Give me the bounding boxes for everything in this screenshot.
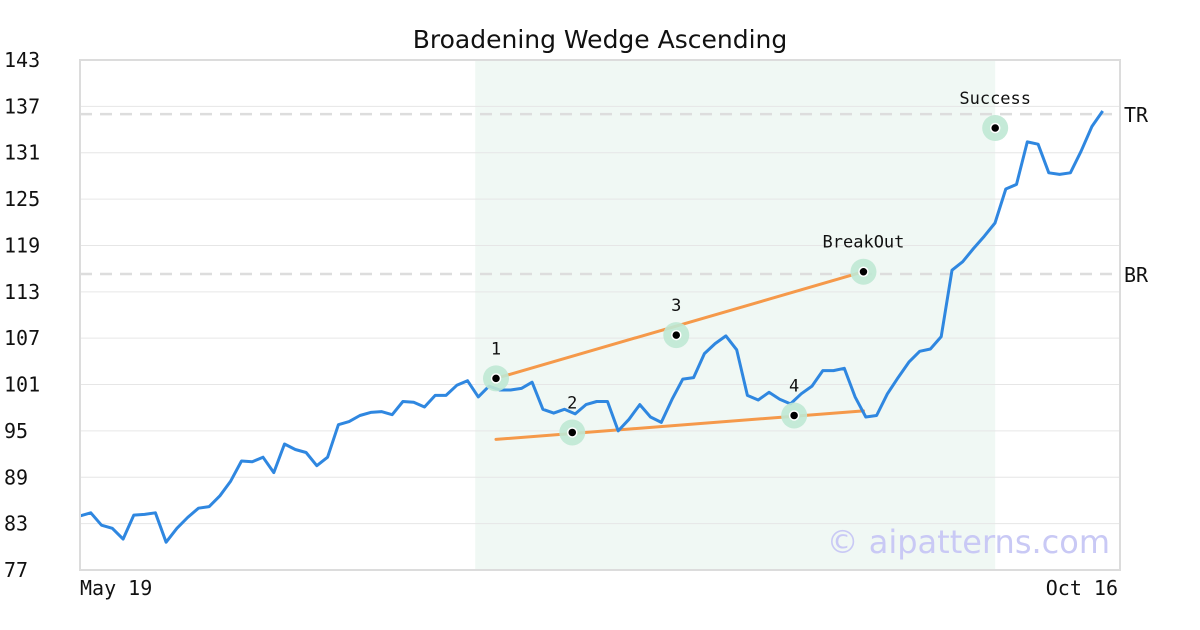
chart-title: Broadening Wedge Ascending	[413, 25, 788, 54]
point-marker	[490, 373, 502, 384]
watermark: © aipatterns.com	[827, 523, 1110, 561]
y-tick-label: 143	[4, 48, 40, 72]
pattern-region-band	[475, 60, 996, 570]
price-series	[79, 110, 1104, 544]
point-label: Success	[959, 89, 1031, 109]
point-marker	[989, 122, 1001, 134]
x-axis-ticks: May 19 Oct 16	[80, 576, 1118, 600]
pattern-region	[475, 60, 996, 570]
y-tick-label: 83	[4, 512, 28, 536]
x-tick-label: May 19	[80, 576, 152, 600]
y-tick-label: 131	[4, 141, 40, 165]
y-tick-label: 89	[4, 465, 28, 489]
point-marker	[858, 266, 869, 277]
y-axis-ticks: 77 83 89 95 101 107 113 119 125 131 137 143	[4, 48, 40, 582]
point-label: 3	[671, 296, 681, 316]
y-tick-label: 113	[4, 280, 40, 304]
y-tick-label: 77	[4, 558, 28, 582]
level-lines: TR BR	[80, 103, 1149, 287]
point-label: 2	[567, 393, 577, 413]
y-tick-label: 119	[4, 233, 40, 257]
y-tick-label: 137	[4, 94, 40, 118]
y-tick-label: 125	[4, 187, 40, 211]
price-line	[79, 110, 1104, 544]
point-marker	[788, 410, 800, 421]
point-label: 1	[491, 339, 501, 359]
point-label: 4	[789, 376, 799, 396]
y-tick-label: 101	[4, 373, 40, 397]
point-marker	[567, 427, 578, 438]
point-marker	[671, 329, 682, 341]
level-label-tr: TR	[1124, 103, 1149, 127]
point-label: BreakOut	[823, 233, 905, 253]
y-tick-label: 95	[4, 419, 28, 443]
level-label-br: BR	[1124, 263, 1149, 287]
y-tick-label: 107	[4, 326, 40, 350]
plot-frame	[79, 59, 1121, 571]
x-tick-label: Oct 16	[1046, 576, 1118, 600]
pattern-points: 1 2 3 4 BreakOut Success	[483, 89, 1031, 446]
